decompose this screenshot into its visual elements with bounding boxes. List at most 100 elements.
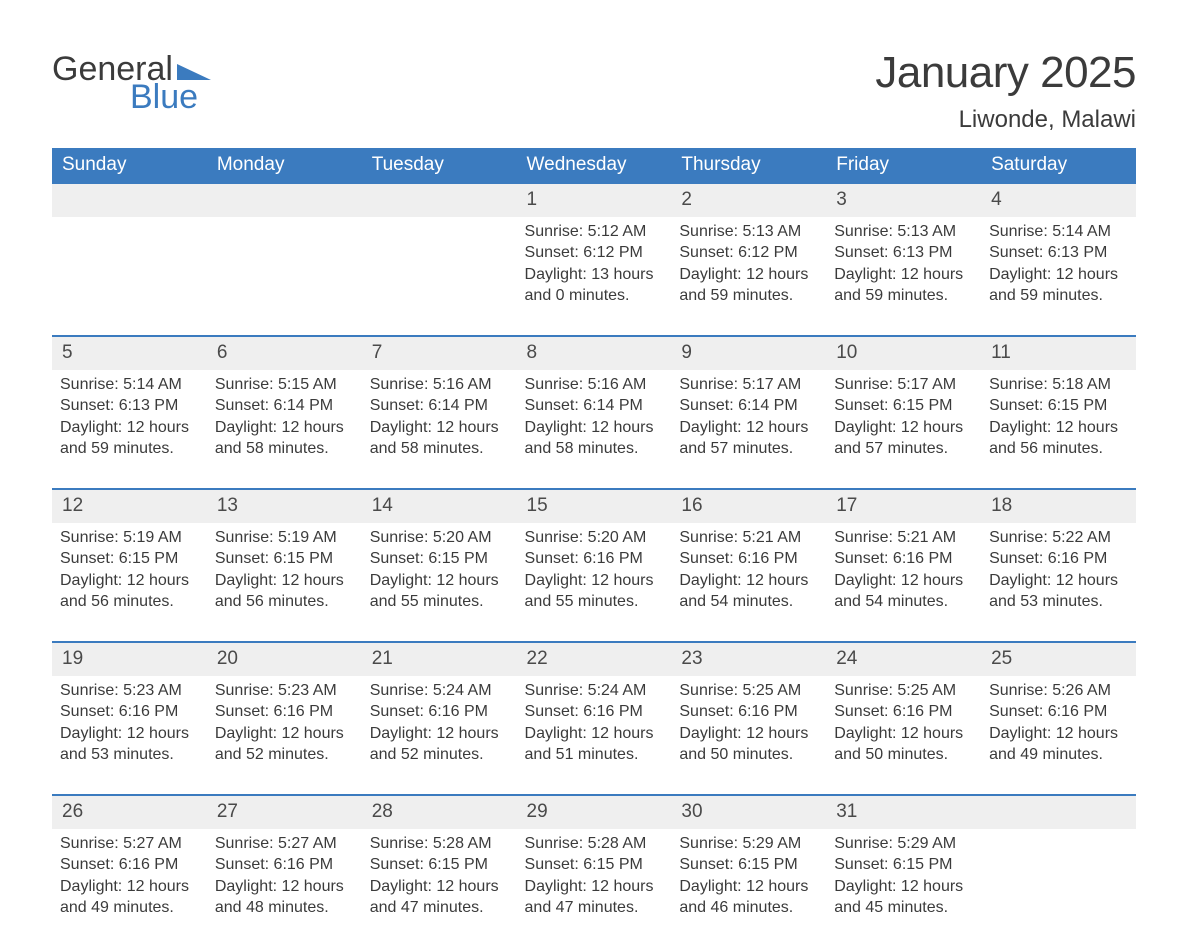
daylight-text: Daylight: 12 hours [215,876,354,898]
sunrise-text: Sunrise: 5:20 AM [370,527,509,549]
daylight-text: Daylight: 12 hours [679,723,818,745]
sunset-text: Sunset: 6:16 PM [989,548,1128,570]
sunset-text: Sunset: 6:16 PM [60,701,199,723]
daylight-text: and 47 minutes. [525,897,664,919]
day-detail-cell: Sunrise: 5:19 AMSunset: 6:15 PMDaylight:… [207,523,362,642]
daylight-text: Daylight: 12 hours [215,723,354,745]
daylight-text: Daylight: 12 hours [60,417,199,439]
day-detail-cell: Sunrise: 5:21 AMSunset: 6:16 PMDaylight:… [826,523,981,642]
detail-row: Sunrise: 5:14 AMSunset: 6:13 PMDaylight:… [52,370,1136,489]
daylight-text: Daylight: 12 hours [370,570,509,592]
daylight-text: and 45 minutes. [834,897,973,919]
sunrise-text: Sunrise: 5:27 AM [215,833,354,855]
daylight-text: Daylight: 12 hours [679,417,818,439]
sunrise-text: Sunrise: 5:28 AM [370,833,509,855]
daylight-text: and 47 minutes. [370,897,509,919]
daylight-text: Daylight: 12 hours [60,570,199,592]
daylight-text: Daylight: 12 hours [834,264,973,286]
daylight-text: and 0 minutes. [525,285,664,307]
day-number-cell: 25 [981,642,1136,676]
page-title: January 2025 [875,48,1136,98]
daylight-text: Daylight: 12 hours [60,876,199,898]
sunset-text: Sunset: 6:16 PM [525,701,664,723]
day-number-cell: 19 [52,642,207,676]
day-detail-cell: Sunrise: 5:29 AMSunset: 6:15 PMDaylight:… [671,829,826,947]
detail-row: Sunrise: 5:27 AMSunset: 6:16 PMDaylight:… [52,829,1136,947]
sunset-text: Sunset: 6:15 PM [834,854,973,876]
day-detail-cell: Sunrise: 5:29 AMSunset: 6:15 PMDaylight:… [826,829,981,947]
day-detail-cell [981,829,1136,947]
daylight-text: Daylight: 12 hours [525,417,664,439]
sunset-text: Sunset: 6:15 PM [60,548,199,570]
day-number-cell: 9 [671,336,826,370]
day-detail-cell: Sunrise: 5:27 AMSunset: 6:16 PMDaylight:… [207,829,362,947]
day-number-cell: 20 [207,642,362,676]
day-number-cell: 22 [517,642,672,676]
daylight-text: Daylight: 12 hours [525,570,664,592]
day-number-cell: 15 [517,489,672,523]
sunset-text: Sunset: 6:13 PM [60,395,199,417]
daynum-row: 1234 [52,184,1136,217]
daylight-text: Daylight: 12 hours [525,723,664,745]
day-detail-cell: Sunrise: 5:16 AMSunset: 6:14 PMDaylight:… [362,370,517,489]
sunset-text: Sunset: 6:15 PM [834,395,973,417]
sunset-text: Sunset: 6:15 PM [679,854,818,876]
daynum-row: 567891011 [52,336,1136,370]
daylight-text: Daylight: 12 hours [679,264,818,286]
sunset-text: Sunset: 6:13 PM [989,242,1128,264]
day-detail-cell: Sunrise: 5:12 AMSunset: 6:12 PMDaylight:… [517,217,672,336]
day-number-cell: 16 [671,489,826,523]
day-number-cell: 13 [207,489,362,523]
day-detail-cell: Sunrise: 5:27 AMSunset: 6:16 PMDaylight:… [52,829,207,947]
sunset-text: Sunset: 6:14 PM [679,395,818,417]
day-detail-cell: Sunrise: 5:28 AMSunset: 6:15 PMDaylight:… [517,829,672,947]
sunrise-text: Sunrise: 5:27 AM [60,833,199,855]
sunrise-text: Sunrise: 5:19 AM [215,527,354,549]
sunrise-text: Sunrise: 5:24 AM [525,680,664,702]
daylight-text: and 48 minutes. [215,897,354,919]
day-number-cell: 24 [826,642,981,676]
sunrise-text: Sunrise: 5:25 AM [834,680,973,702]
daylight-text: and 50 minutes. [679,744,818,766]
day-number-cell: 21 [362,642,517,676]
sunrise-text: Sunrise: 5:21 AM [679,527,818,549]
day-number-cell: 27 [207,795,362,829]
sunrise-text: Sunrise: 5:21 AM [834,527,973,549]
day-detail-cell: Sunrise: 5:17 AMSunset: 6:14 PMDaylight:… [671,370,826,489]
daylight-text: Daylight: 12 hours [989,417,1128,439]
day-detail-cell: Sunrise: 5:24 AMSunset: 6:16 PMDaylight:… [517,676,672,795]
sunrise-text: Sunrise: 5:17 AM [834,374,973,396]
day-number-cell: 6 [207,336,362,370]
daylight-text: and 59 minutes. [834,285,973,307]
sunset-text: Sunset: 6:15 PM [525,854,664,876]
day-detail-cell: Sunrise: 5:25 AMSunset: 6:16 PMDaylight:… [671,676,826,795]
sunset-text: Sunset: 6:15 PM [989,395,1128,417]
sunset-text: Sunset: 6:16 PM [370,701,509,723]
daylight-text: and 56 minutes. [215,591,354,613]
day-number-cell: 11 [981,336,1136,370]
sunrise-text: Sunrise: 5:19 AM [60,527,199,549]
page-subtitle: Liwonde, Malawi [875,106,1136,134]
sunrise-text: Sunrise: 5:23 AM [60,680,199,702]
sunrise-text: Sunrise: 5:14 AM [989,221,1128,243]
calendar-table: Sunday Monday Tuesday Wednesday Thursday… [52,148,1136,947]
daylight-text: and 53 minutes. [60,744,199,766]
weekday-header: Tuesday [362,148,517,184]
daylight-text: and 55 minutes. [370,591,509,613]
sunset-text: Sunset: 6:15 PM [215,548,354,570]
detail-row: Sunrise: 5:12 AMSunset: 6:12 PMDaylight:… [52,217,1136,336]
day-detail-cell: Sunrise: 5:23 AMSunset: 6:16 PMDaylight:… [207,676,362,795]
sunrise-text: Sunrise: 5:28 AM [525,833,664,855]
day-number-cell: 10 [826,336,981,370]
day-number-cell: 7 [362,336,517,370]
calendar-head: Sunday Monday Tuesday Wednesday Thursday… [52,148,1136,184]
daylight-text: Daylight: 12 hours [989,264,1128,286]
sunset-text: Sunset: 6:16 PM [215,701,354,723]
sunset-text: Sunset: 6:14 PM [370,395,509,417]
daylight-text: Daylight: 12 hours [834,876,973,898]
weekday-header: Friday [826,148,981,184]
sunset-text: Sunset: 6:16 PM [60,854,199,876]
daylight-text: Daylight: 12 hours [370,876,509,898]
daylight-text: and 54 minutes. [834,591,973,613]
daylight-text: and 55 minutes. [525,591,664,613]
